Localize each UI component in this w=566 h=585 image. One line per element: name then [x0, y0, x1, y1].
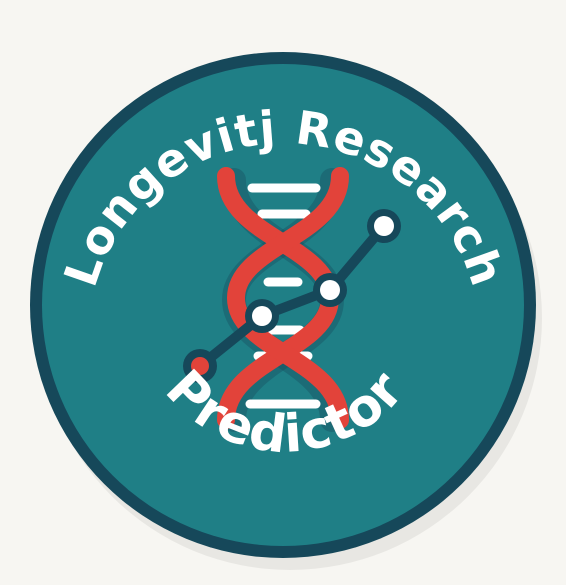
- trend-graph-icon: [183, 209, 401, 383]
